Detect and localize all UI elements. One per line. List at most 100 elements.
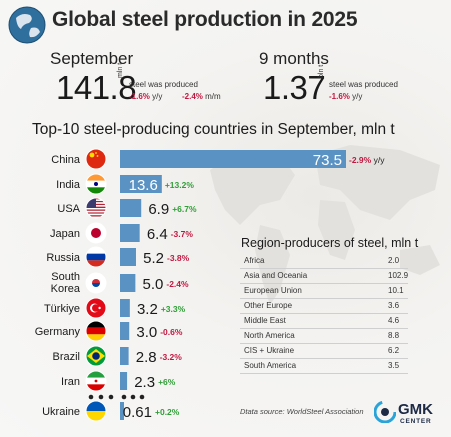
region-name: CIS + Ukraine xyxy=(244,346,295,355)
bar-row: Russia 5.2 -3.8% xyxy=(46,248,190,267)
russia-flag-icon xyxy=(85,246,107,268)
brand-name: GMK xyxy=(398,401,433,418)
row-divider xyxy=(240,268,408,269)
bar xyxy=(120,299,130,317)
japan-flag-icon xyxy=(85,222,107,244)
bar-value-label: 3.2 xyxy=(137,301,158,318)
bar-row: Ukraine 0.61 +0.2% xyxy=(42,402,180,421)
region-value: 2.0 xyxy=(388,256,400,265)
bar xyxy=(120,150,346,168)
bar-value-label: 2.3 xyxy=(134,374,155,391)
change-label: -3.7% xyxy=(171,229,194,239)
row-divider xyxy=(240,313,408,314)
nine-months-note: steel was produced xyxy=(329,80,398,89)
bar-value-label: 0.61 xyxy=(123,404,152,421)
category-label: China xyxy=(51,154,81,166)
change-label: +6% xyxy=(158,377,176,387)
nine-months-label: 9 months xyxy=(259,49,329,68)
change-label: -2.4% xyxy=(166,279,189,289)
category-label: Ukraine xyxy=(42,406,80,418)
category-label: South xyxy=(51,271,80,283)
bar-row: India 13.6 +13.2% xyxy=(56,175,194,194)
category-label: Korea xyxy=(51,283,81,295)
usa-flag-icon xyxy=(85,197,107,219)
bar xyxy=(120,175,162,193)
bar-value-label: 5.0 xyxy=(143,276,164,293)
ellipsis-icon xyxy=(88,394,145,400)
brand-subtitle: CENTER xyxy=(400,418,432,425)
region-value: 8.8 xyxy=(388,331,400,340)
change-label: -0.6% xyxy=(160,327,183,337)
change-label: -3.2% xyxy=(160,352,183,362)
bar-row: Brazil 2.8 -3.2% xyxy=(52,347,182,366)
row-divider xyxy=(240,358,408,359)
region-value: 102.9 xyxy=(388,271,409,280)
nine-months-yoy: -1.6% y/y xyxy=(329,92,363,101)
region-name: North America xyxy=(244,331,295,340)
september-note: steel was produced xyxy=(129,80,198,89)
september-mom: -2.4% m/m xyxy=(182,92,221,101)
category-label: USA xyxy=(57,203,80,215)
bar-row: Germany 3.0 -0.6% xyxy=(35,322,183,341)
china-flag-icon xyxy=(85,148,107,170)
change-label: +3.3% xyxy=(161,304,186,314)
change-label: +0.2% xyxy=(155,407,180,417)
world-map-background xyxy=(210,145,440,305)
bar xyxy=(120,274,136,292)
category-label: Iran xyxy=(61,376,80,388)
region-value: 3.5 xyxy=(388,361,400,370)
ukraine-flag-icon xyxy=(85,400,107,422)
change-label: +13.2% xyxy=(165,180,195,190)
bar-row: Japan 6.4 -3.7% xyxy=(50,224,193,243)
september-label: September xyxy=(50,49,134,68)
chart-title: Top-10 steel-producing countries in Sept… xyxy=(32,121,395,138)
bar-value-label: 6.4 xyxy=(147,226,168,243)
region-value: 4.6 xyxy=(388,316,400,325)
row-divider xyxy=(240,298,408,299)
bar-row: Iran 2.3 +6% xyxy=(61,372,176,391)
south-korea-flag-icon xyxy=(85,272,107,294)
page-title: Global steel production in 2025 xyxy=(52,8,358,31)
category-label: Russia xyxy=(46,252,81,264)
turkiye-flag-icon xyxy=(85,297,107,319)
bar-value-label: 5.2 xyxy=(143,250,164,267)
nine-months-value: 1.37 xyxy=(263,69,326,106)
region-value: 10.1 xyxy=(388,286,404,295)
region-name: Middle East xyxy=(244,316,286,325)
region-name: Other Europe xyxy=(244,301,293,310)
bar-value-label: 2.8 xyxy=(136,349,157,366)
globe-icon xyxy=(8,6,46,44)
iran-flag-icon xyxy=(85,370,107,392)
bar xyxy=(120,347,129,365)
row-divider xyxy=(240,283,408,284)
bar-value-label: 3.0 xyxy=(136,324,157,341)
category-label: Germany xyxy=(35,326,81,338)
change-label: +6.7% xyxy=(172,204,197,214)
september-yoy: -1.6% y/y xyxy=(129,92,163,101)
region-name: Asia and Oceania xyxy=(244,271,308,280)
region-name: European Union xyxy=(244,286,302,295)
region-name: South America xyxy=(244,361,297,370)
row-divider xyxy=(240,373,408,374)
region-value: 6.2 xyxy=(388,346,400,355)
bar-row: China 73.5 -2.9% y/y xyxy=(51,150,385,169)
region-value: 3.6 xyxy=(388,301,400,310)
bar-row: USA 6.9 +6.7% xyxy=(57,199,197,218)
row-divider xyxy=(240,343,408,344)
germany-flag-icon xyxy=(85,320,107,342)
category-label: Japan xyxy=(50,228,80,240)
bar-value-label: 73.5 xyxy=(313,152,342,169)
september-value: 141.8 xyxy=(56,69,137,106)
category-label: India xyxy=(56,179,81,191)
row-divider xyxy=(240,328,408,329)
category-label: Brazil xyxy=(52,351,80,363)
bar-row: Türkiye 3.2 +3.3% xyxy=(44,299,186,318)
gmk-logo-icon xyxy=(374,401,396,423)
bar xyxy=(120,224,140,242)
india-flag-icon xyxy=(85,173,107,195)
change-label: -3.8% xyxy=(167,253,190,263)
bar xyxy=(120,372,128,390)
